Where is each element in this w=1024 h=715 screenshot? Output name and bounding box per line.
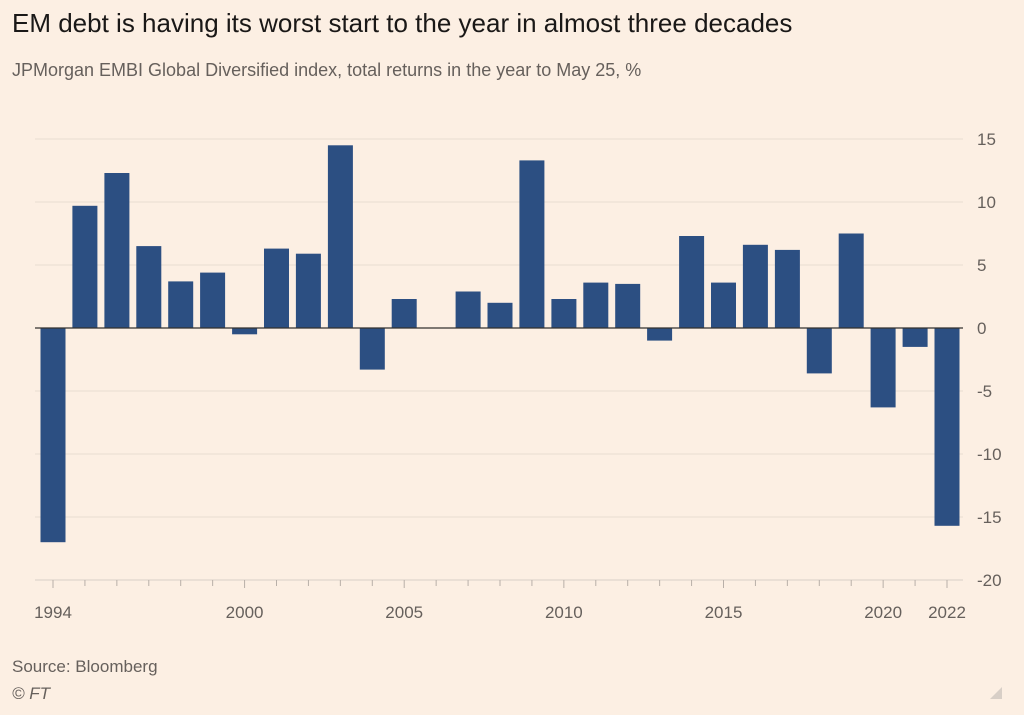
x-tick-label: 2010 bbox=[545, 603, 583, 622]
source-note: Source: Bloomberg bbox=[12, 657, 158, 676]
bar-2016 bbox=[742, 244, 768, 328]
bar-2019 bbox=[838, 233, 864, 328]
bar-2003 bbox=[327, 145, 353, 328]
bar-2009 bbox=[519, 160, 545, 328]
y-tick-label: -10 bbox=[977, 445, 1002, 464]
bar-2015 bbox=[711, 282, 736, 328]
bar-2002 bbox=[295, 253, 321, 328]
bar-2021 bbox=[902, 328, 928, 347]
y-tick-label: -5 bbox=[977, 382, 992, 401]
y-tick-label: 0 bbox=[977, 319, 986, 338]
bar-2000 bbox=[232, 328, 258, 335]
ft-credit: © FT bbox=[12, 684, 51, 703]
bar-2013 bbox=[647, 328, 673, 341]
x-tick-label: 2022 bbox=[928, 603, 966, 622]
bar-2017 bbox=[774, 249, 800, 328]
bar-2001 bbox=[264, 248, 289, 328]
bar-1994 bbox=[40, 328, 66, 543]
x-tick-label: 1994 bbox=[34, 603, 72, 622]
bar-2011 bbox=[583, 282, 609, 328]
y-tick-label: -15 bbox=[977, 508, 1002, 527]
y-tick-label: 5 bbox=[977, 256, 986, 275]
bar-2012 bbox=[615, 283, 641, 328]
bar-2022 bbox=[934, 328, 960, 526]
bar-2020 bbox=[870, 328, 896, 408]
bar-1998 bbox=[168, 281, 194, 328]
bars bbox=[40, 145, 960, 543]
bar-1995 bbox=[72, 205, 98, 328]
bar-2018 bbox=[806, 328, 832, 374]
y-tick-label: 10 bbox=[977, 193, 996, 212]
bar-2014 bbox=[679, 236, 705, 328]
x-tick-label: 2020 bbox=[864, 603, 902, 622]
chart-subtitle: JPMorgan EMBI Global Diversified index, … bbox=[12, 60, 642, 80]
x-tick-label: 2005 bbox=[385, 603, 423, 622]
y-tick-label: -20 bbox=[977, 571, 1002, 590]
bar-2004 bbox=[359, 328, 385, 370]
bar-2008 bbox=[487, 302, 513, 328]
bar-1997 bbox=[136, 246, 162, 328]
bar-2005 bbox=[391, 299, 417, 328]
y-tick-label: 15 bbox=[977, 130, 996, 149]
bar-2007 bbox=[455, 291, 481, 328]
chart-title: EM debt is having its worst start to the… bbox=[12, 8, 793, 38]
bar-1999 bbox=[200, 272, 226, 328]
x-tick-label: 2000 bbox=[226, 603, 264, 622]
resize-handle-icon[interactable] bbox=[990, 687, 1002, 699]
bar-2010 bbox=[551, 299, 577, 328]
axes: 15 10 5 0 -5 -10 -15 -20 1994 2000 2005 2010 2015 202… bbox=[34, 130, 1001, 622]
bar-1996 bbox=[104, 173, 130, 328]
x-tick-label: 2015 bbox=[705, 603, 743, 622]
